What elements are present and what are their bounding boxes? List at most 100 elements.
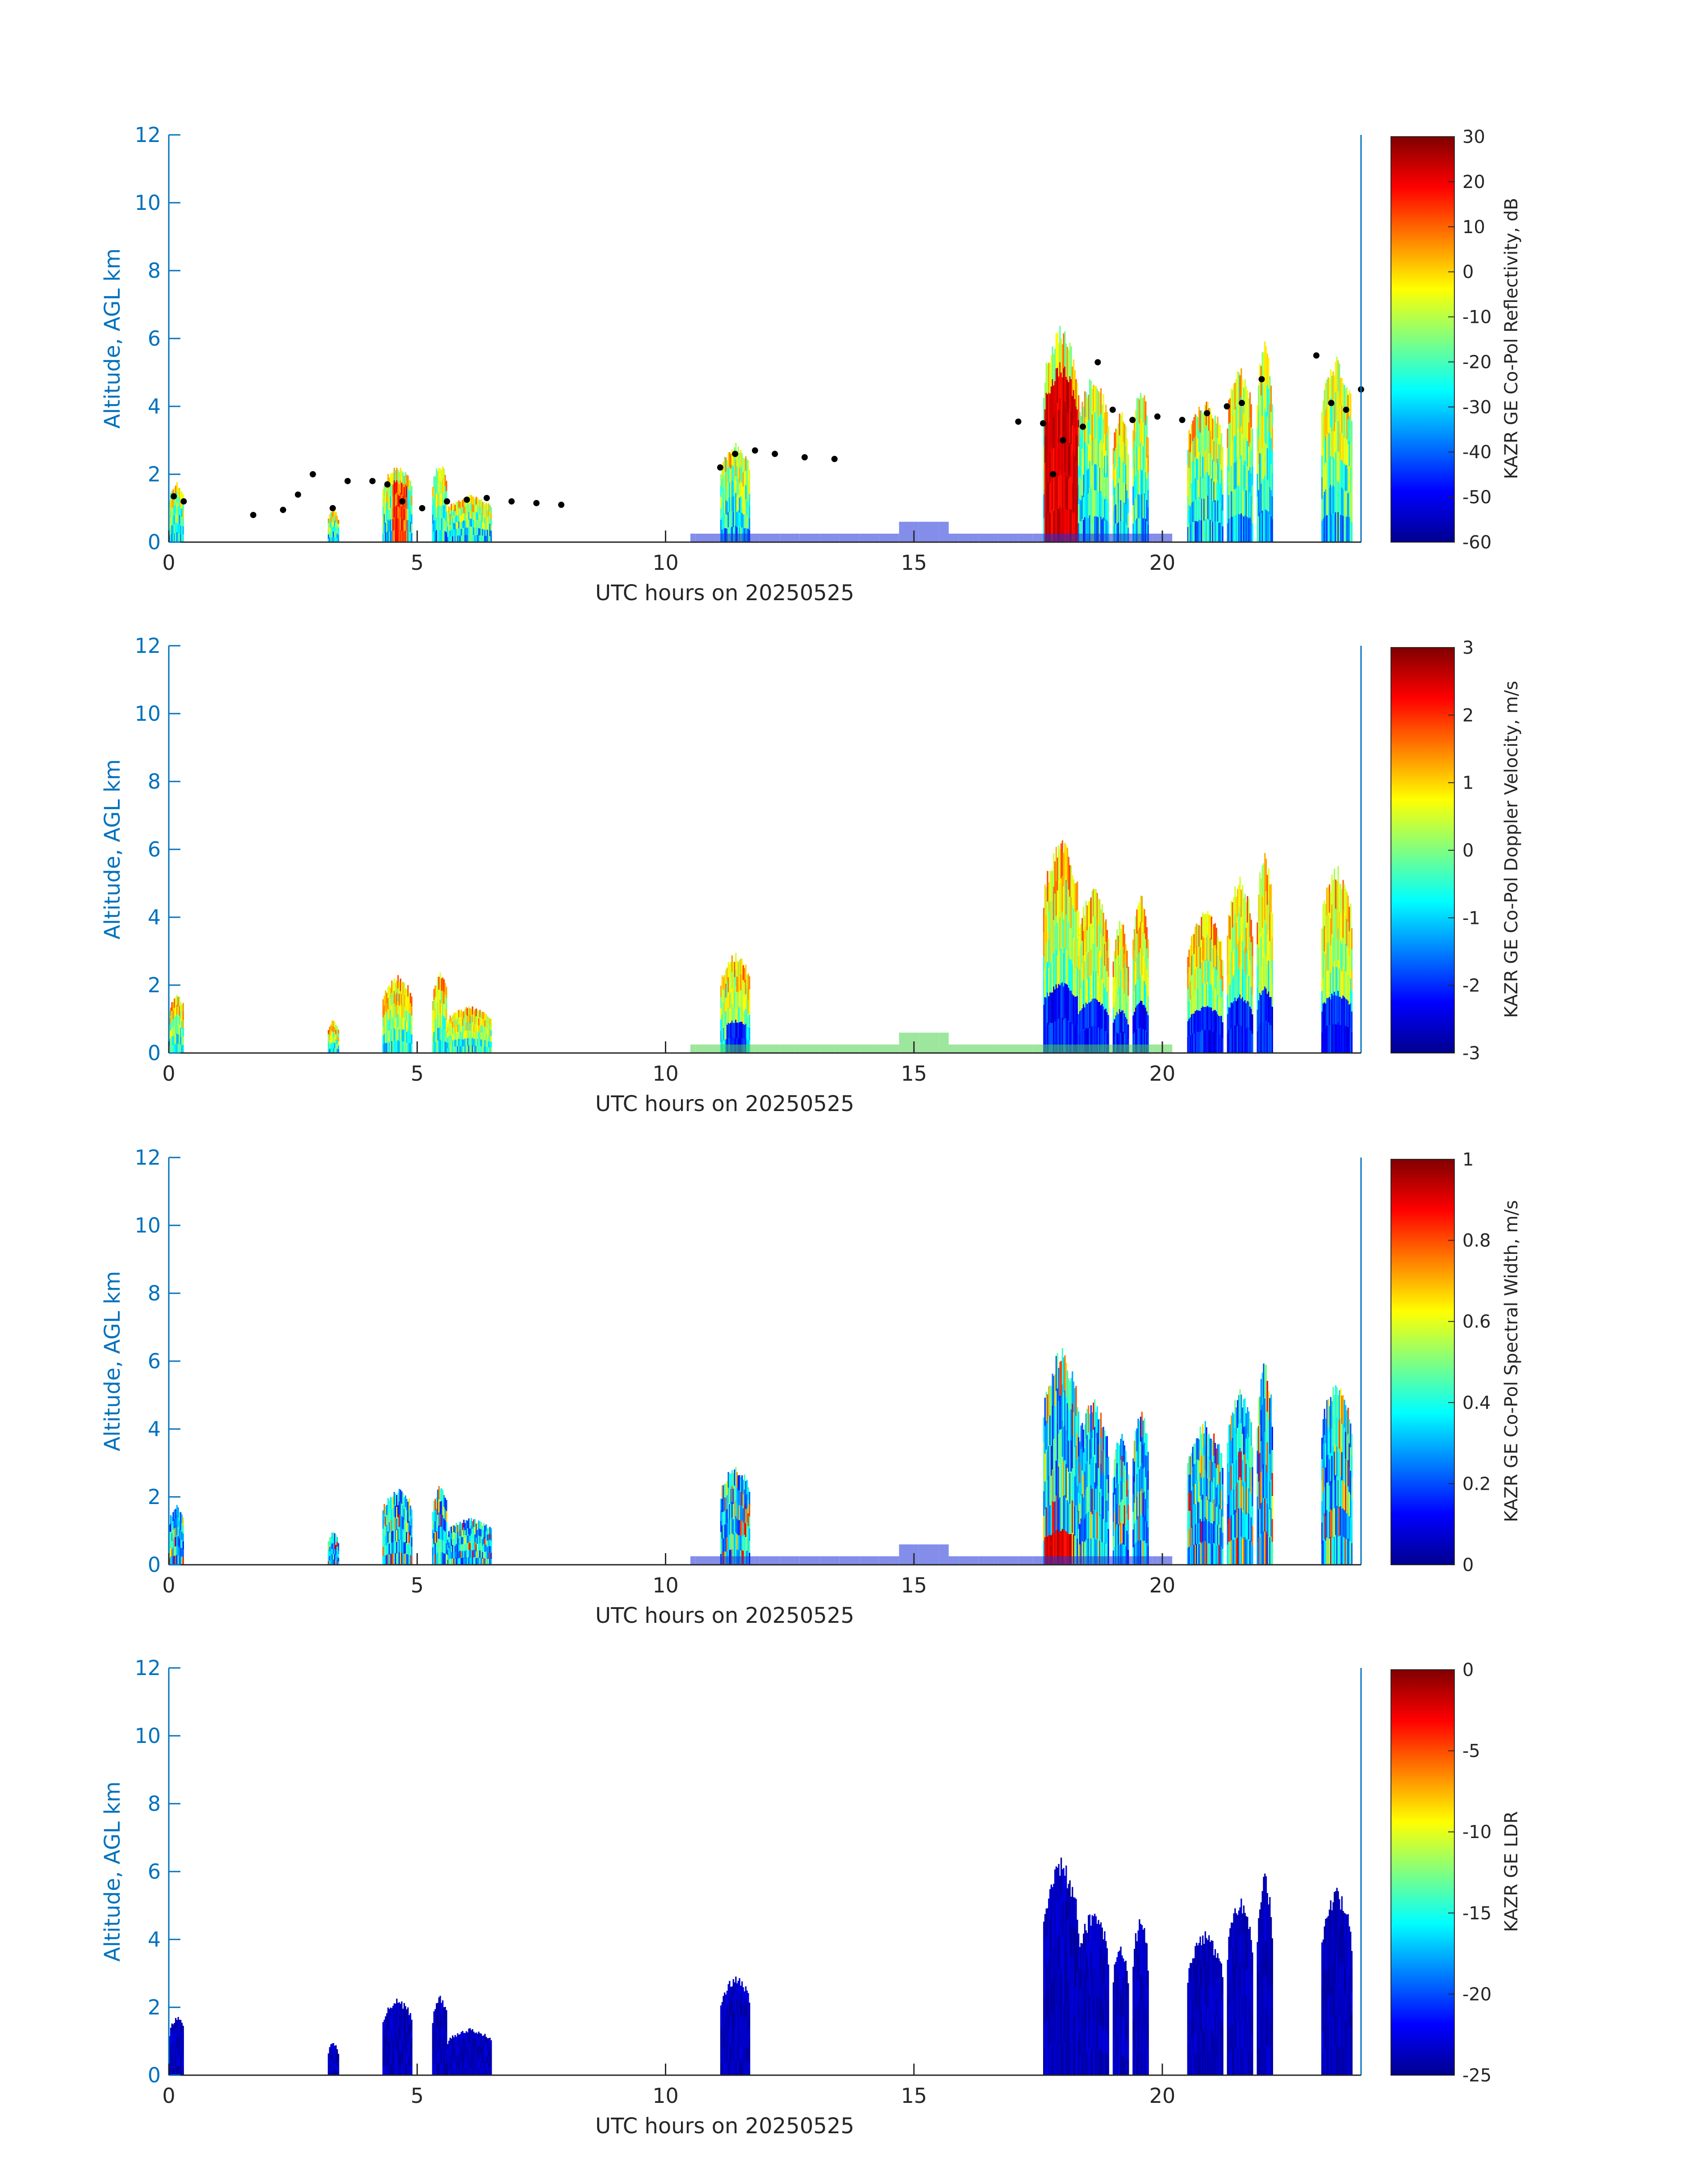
echo-cell (382, 533, 384, 543)
echo-cell (1066, 347, 1069, 380)
echo-cell (170, 1556, 172, 1565)
echo-cell (1047, 483, 1048, 513)
echo-cell (1077, 1033, 1080, 1053)
echo-cell (1243, 516, 1245, 543)
echo-cell (458, 1558, 460, 1565)
echo-cell (1204, 960, 1206, 984)
echo-cell (1128, 1489, 1129, 1505)
echo-cell (731, 1501, 733, 1518)
echo-cell (1089, 1028, 1091, 1053)
echo-cell (401, 530, 403, 543)
echo-cell (170, 525, 172, 534)
echo-cell (463, 1039, 465, 1046)
echo-cell (181, 491, 183, 500)
echo-cell (1064, 877, 1066, 913)
echo-cell (729, 994, 731, 1009)
echo-cell (1252, 523, 1253, 543)
echo-cell (384, 1535, 387, 1546)
y-tick-label: 10 (134, 191, 161, 215)
echo-cell (1219, 444, 1221, 464)
echo-cell (1197, 1032, 1199, 1053)
echo-cell (1119, 1445, 1120, 1466)
echo-cell (1247, 517, 1249, 543)
echo-cell (1196, 1438, 1198, 1460)
echo-cell (1084, 441, 1086, 467)
echo-cell (732, 1504, 734, 1519)
echo-cell (729, 452, 731, 468)
echo-cell (464, 1031, 466, 1039)
echo-cell (1341, 432, 1343, 460)
echo-cell (1123, 501, 1124, 522)
echo-cell (1074, 1476, 1076, 1506)
echo-cell (1229, 1007, 1231, 1031)
echo-cell (1220, 433, 1222, 452)
echo-cell (1218, 1015, 1220, 1035)
echo-cell (387, 1020, 389, 1032)
echo-cell (392, 1029, 394, 1042)
echo-cell (735, 476, 737, 493)
echo-cell (721, 1512, 723, 1525)
echo-cell (334, 1559, 336, 1565)
echo-cell (746, 1014, 748, 1028)
clutter-cell (814, 534, 820, 542)
echo-cell (382, 1026, 384, 1036)
echo-cell (1250, 496, 1252, 520)
echo-cell (1064, 1390, 1066, 1425)
echo-cell (1332, 371, 1334, 400)
echo-cell (338, 1550, 339, 1554)
echo-cell (472, 496, 473, 505)
echo-cell (384, 1022, 387, 1032)
echo-cell (729, 1474, 731, 1489)
echo-cell (1330, 455, 1332, 485)
echo-cell (481, 1039, 484, 1046)
echo-cell (1114, 487, 1115, 506)
echo-cell (451, 504, 452, 510)
clutter-cell (1028, 1045, 1033, 1053)
echo-cell (1214, 923, 1216, 945)
echo-cell (396, 1553, 398, 1565)
echo-cell (737, 1520, 739, 1535)
echo-cell (743, 472, 745, 487)
echo-cell (1079, 1544, 1081, 1565)
echo-cell (434, 1030, 436, 1042)
echo-cell (447, 1554, 449, 1560)
y-tick-label: 8 (148, 769, 161, 794)
echo-cell (1049, 1415, 1051, 1446)
echo-cell (1338, 512, 1341, 543)
echo-cell (1114, 506, 1115, 524)
echo-cell (722, 1002, 724, 1015)
echo-cell (390, 1542, 392, 1554)
echo-cell (474, 1031, 476, 1039)
echo-cell (1188, 523, 1190, 543)
echo-cell (1217, 1033, 1219, 1053)
echo-cell (171, 1011, 173, 1020)
echo-cell (1351, 969, 1353, 991)
echo-cell (1086, 1513, 1088, 1539)
echo-cell (449, 1558, 451, 1565)
echo-cell (742, 1479, 744, 1494)
echo-cell (436, 1497, 438, 1509)
echo-cell (740, 1477, 742, 1492)
echo-cell (467, 513, 468, 521)
echo-cell (1341, 998, 1343, 1026)
echo-cell (1261, 1021, 1263, 1053)
echo-cell (1075, 1505, 1077, 1535)
echo-cell (476, 505, 479, 513)
echo-cell (1134, 461, 1136, 482)
echo-cell (1207, 472, 1209, 496)
echo-cell (1190, 451, 1191, 470)
echo-cell (1077, 485, 1080, 504)
echo-cell (442, 529, 444, 543)
echo-cell (1332, 485, 1334, 514)
echo-cell (1080, 1472, 1082, 1496)
echo-cell (1121, 499, 1123, 521)
echo-cell (481, 1538, 484, 1546)
echo-cell (395, 530, 397, 543)
echo-cell (1349, 1028, 1350, 1053)
echo-cell (403, 476, 405, 487)
echo-cell (1045, 393, 1047, 423)
echo-cell (402, 1041, 404, 1053)
echo-cell (384, 1005, 385, 1015)
echo-cell (1213, 461, 1215, 482)
echo-cell (448, 1030, 450, 1036)
